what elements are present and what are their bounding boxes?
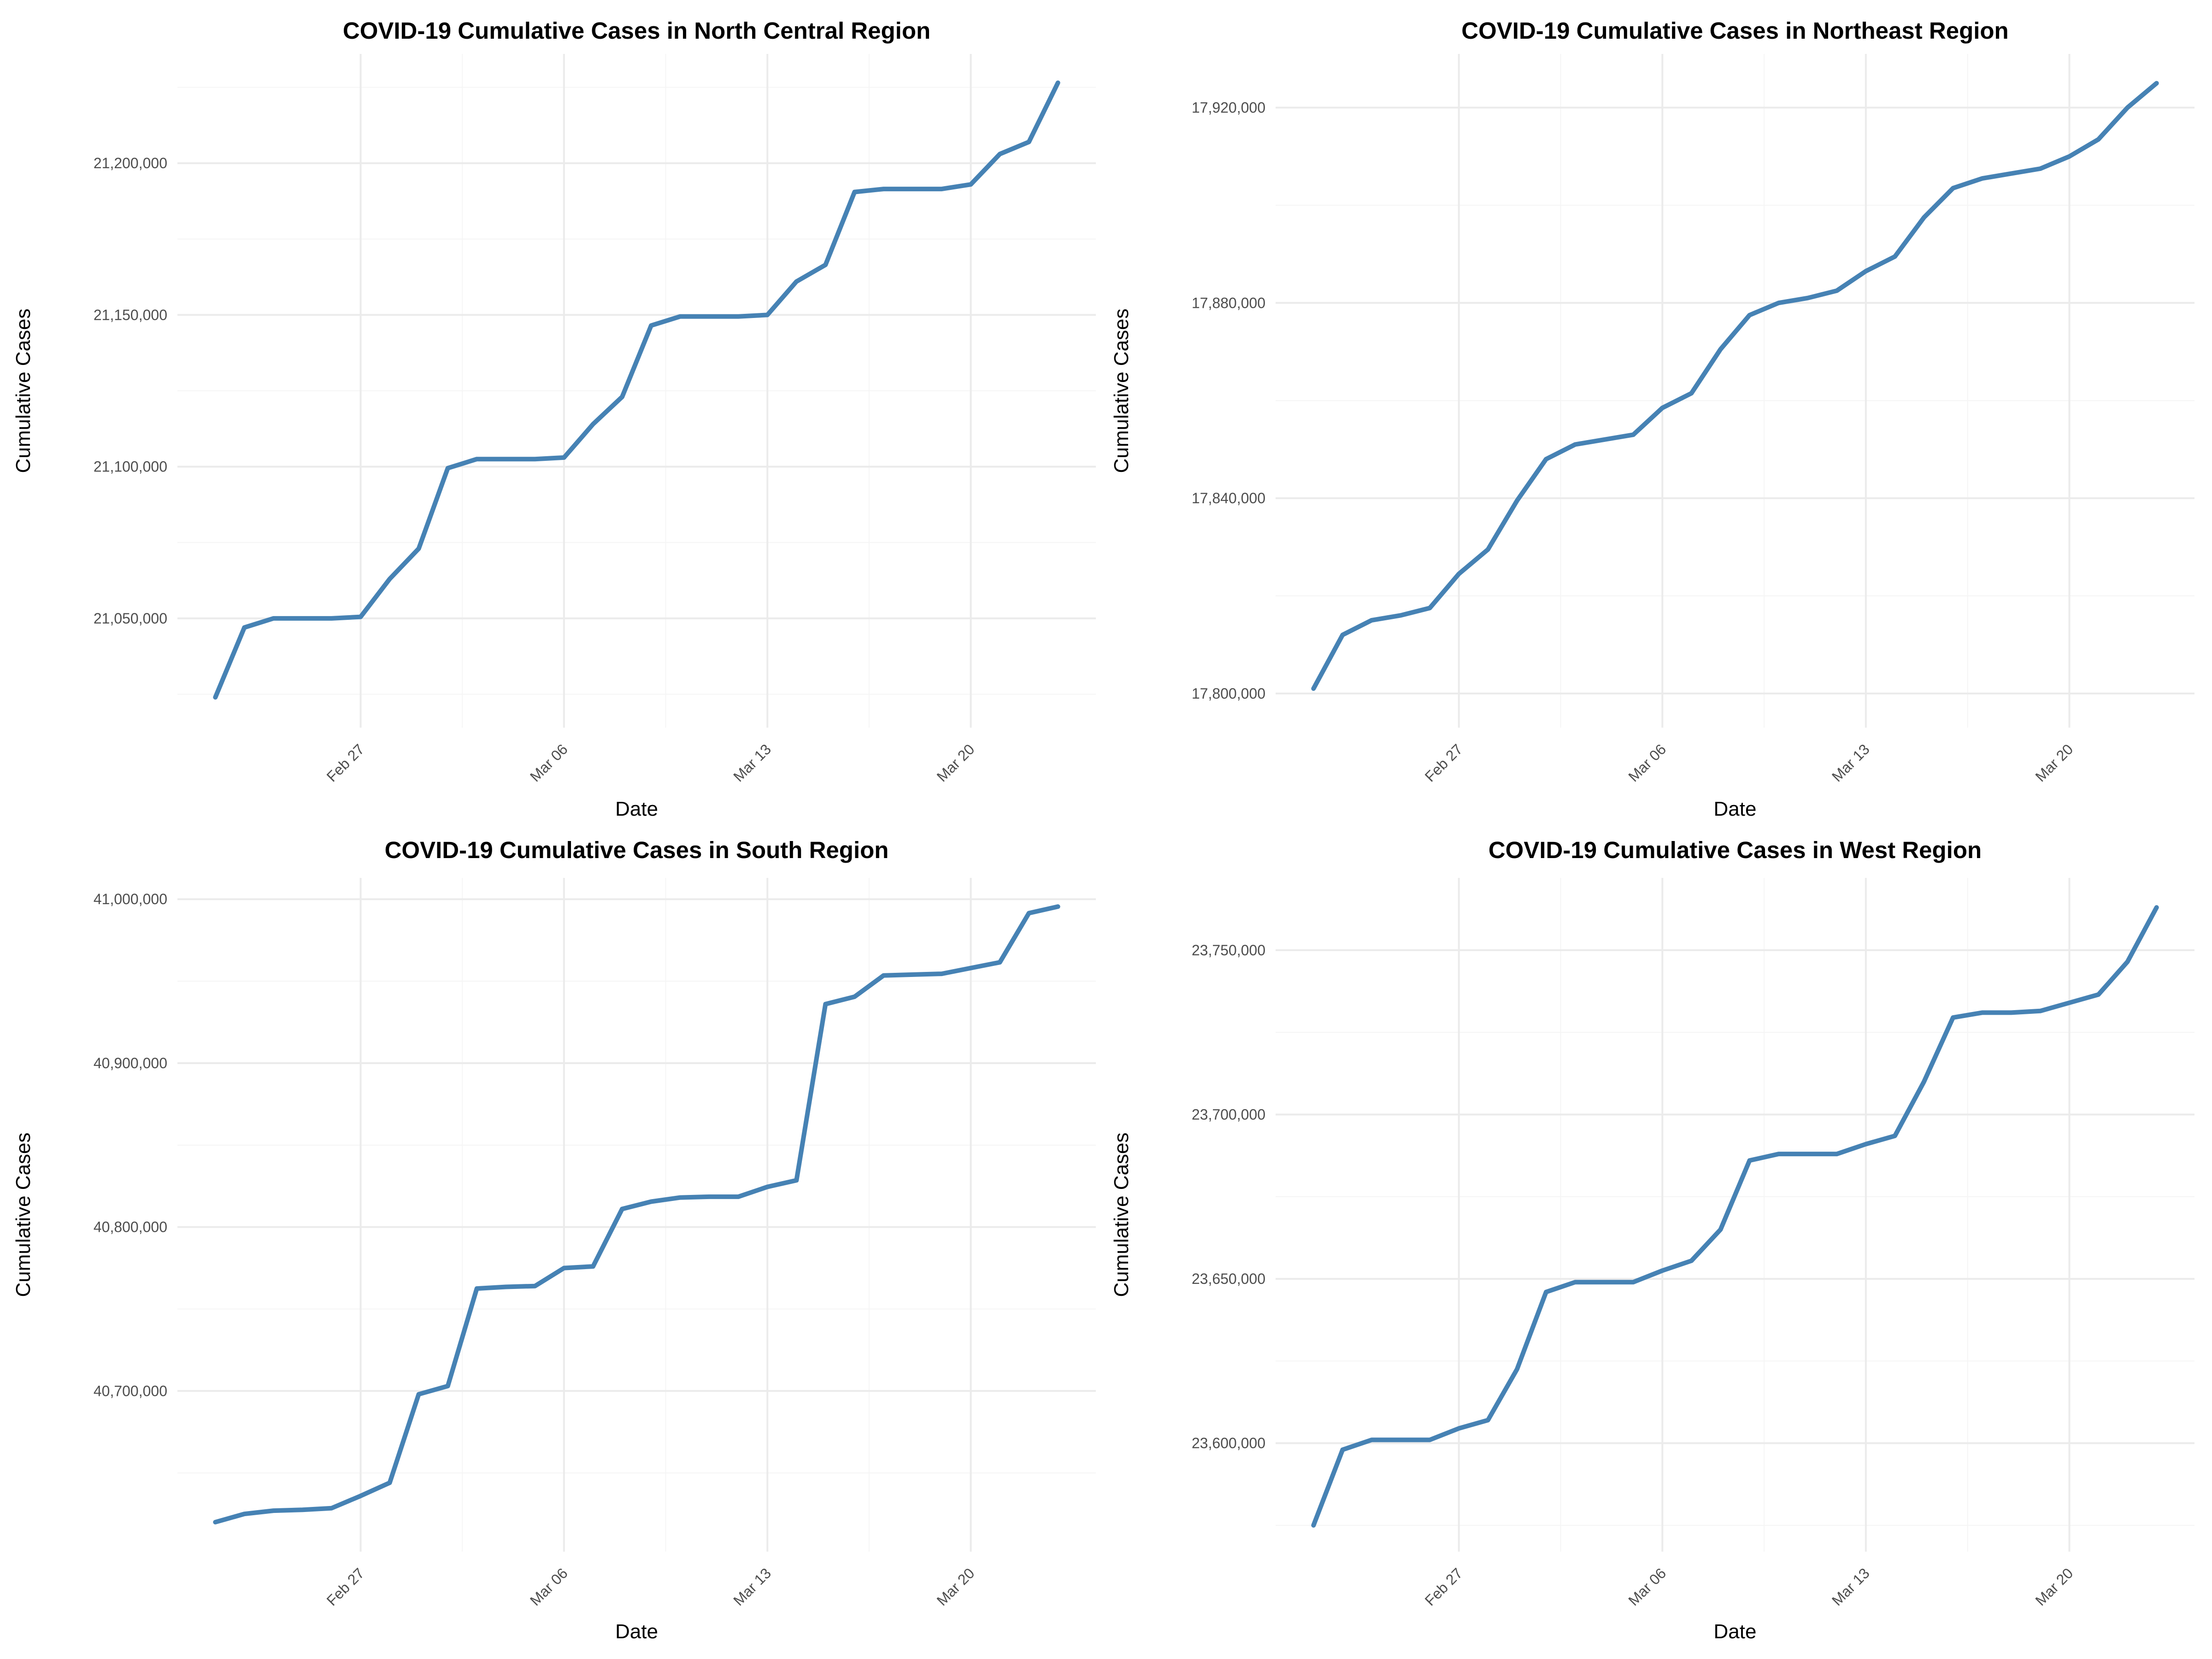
x-axis-title: Date [1714,1620,1757,1643]
x-tick-label: Mar 06 [527,1565,571,1609]
series-line-northeast [1311,81,2159,691]
x-axis-title: Date [615,798,658,820]
y-tick-label: 40,800,000 [94,1219,167,1235]
x-tick-label: Feb 27 [1422,741,1466,785]
x-axis-title: Date [1714,798,1757,820]
grid [1276,54,2194,728]
y-tick-label: 21,050,000 [94,610,167,627]
grid [1276,878,2194,1552]
x-tick-label: Feb 27 [324,1565,368,1609]
y-tick-label: 23,750,000 [1192,942,1265,959]
x-tick-label: Mar 20 [934,1565,978,1609]
y-tick-label: 17,880,000 [1192,294,1265,311]
x-tick-label: Mar 06 [1625,1565,1669,1609]
x-tick-label: Mar 13 [1829,741,1873,785]
chart-south: 40,700,000 40,800,000 40,900,000 41,000,000… [12,837,1096,1643]
x-axis-title: Date [615,1620,658,1643]
x-tick-label: Feb 27 [1422,1565,1466,1609]
chart-west: 23,600,000 23,650,000 23,700,000 23,750,000… [1110,837,2194,1643]
x-tick-label: Mar 13 [730,741,774,785]
x-tick-label: Mar 06 [1625,741,1669,785]
chart-north-central: 21,050,000 21,100,000 21,150,000 21,200,000… [12,18,1096,820]
y-tick-label: 17,920,000 [1192,100,1265,116]
grid [177,54,1096,728]
y-tick-label: 40,700,000 [94,1382,167,1399]
y-axis-title: Cumulative Cases [12,308,35,473]
series-line-south [213,904,1060,1524]
chart-northeast: 17,800,000 17,840,000 17,880,000 17,920,000… [1110,18,2194,820]
x-tick-label: Mar 13 [730,1565,774,1609]
y-tick-label: 23,700,000 [1192,1106,1265,1123]
y-tick-label: 23,600,000 [1192,1435,1265,1452]
y-tick-label: 21,150,000 [94,306,167,323]
x-tick-label: Mar 06 [527,741,571,785]
y-tick-label: 17,800,000 [1192,685,1265,702]
series-line-west [1311,905,2159,1528]
y-tick-label: 23,650,000 [1192,1271,1265,1287]
chart-title: COVID-19 Cumulative Cases in Northeast R… [1461,18,2008,44]
chart-title: COVID-19 Cumulative Cases in West Region [1488,837,1982,863]
y-axis-title: Cumulative Cases [12,1132,35,1297]
y-tick-label: 17,840,000 [1192,490,1265,506]
y-axis-title: Cumulative Cases [1110,1132,1133,1297]
chart-title: COVID-19 Cumulative Cases in North Centr… [343,18,930,44]
x-tick-label: Feb 27 [324,741,368,785]
y-axis-title: Cumulative Cases [1110,308,1133,473]
x-tick-label: Mar 20 [934,741,978,785]
y-tick-label: 40,900,000 [94,1055,167,1071]
grid [177,878,1096,1552]
x-tick-label: Mar 20 [2032,741,2077,785]
series-line-north-central [213,80,1060,700]
x-tick-label: Mar 13 [1829,1565,1873,1609]
y-tick-label: 21,100,000 [94,459,167,475]
chart-title: COVID-19 Cumulative Cases in South Regio… [385,837,889,863]
y-tick-label: 21,200,000 [94,155,167,171]
x-tick-label: Mar 20 [2032,1565,2077,1609]
y-tick-label: 41,000,000 [94,891,167,907]
